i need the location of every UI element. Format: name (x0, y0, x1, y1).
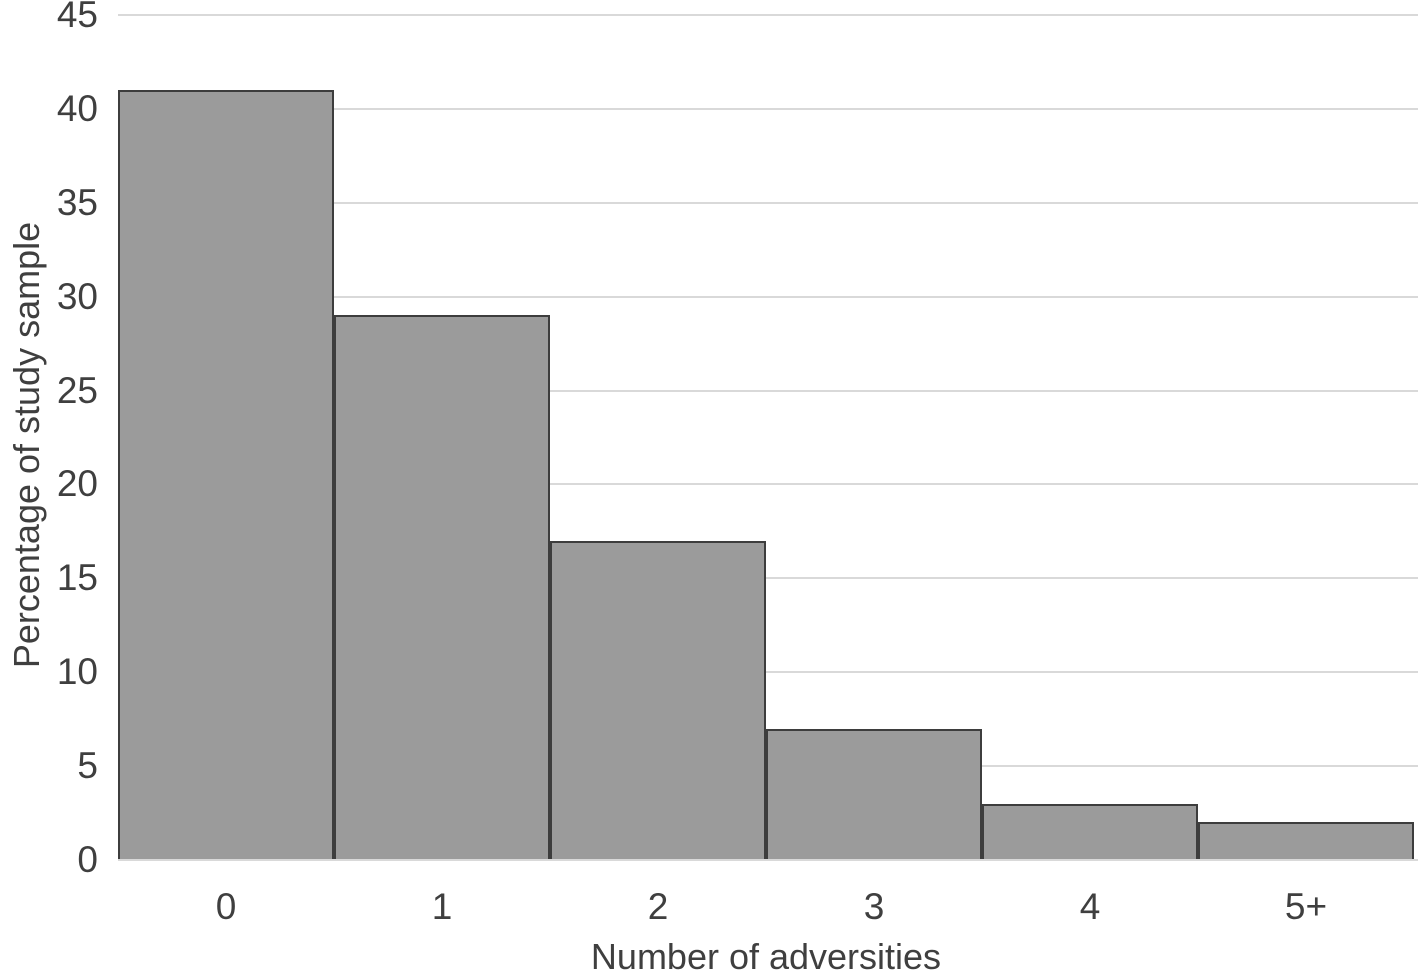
gridline-y-25 (118, 389, 1418, 392)
y-tick-label-25: 25 (56, 369, 98, 411)
y-tick-label-5: 5 (77, 745, 98, 787)
y-axis-title: Percentage of study sample (6, 221, 47, 669)
y-tick-label-20: 20 (56, 463, 98, 505)
y-tick-label-0: 0 (77, 839, 98, 880)
y-tick-label-45: 45 (56, 0, 98, 35)
bar-5+ (1198, 822, 1414, 860)
bar-3 (766, 728, 982, 860)
gridline-y-40 (118, 107, 1418, 110)
y-tick-label-40: 40 (56, 87, 98, 129)
x-axis-title: Number of adversities (590, 936, 942, 977)
x-tick-label-2: 2 (647, 886, 669, 927)
x-tick-label-3: 3 (863, 886, 885, 927)
gridline-y-20 (118, 483, 1418, 486)
bar-4 (982, 803, 1198, 860)
y-tick-label-30: 30 (56, 275, 98, 317)
gridline-y-35 (118, 201, 1418, 204)
gridline-y-30 (118, 295, 1418, 298)
y-tick-label-35: 35 (56, 181, 98, 223)
gridline-y-15 (118, 577, 1418, 580)
y-tick-label-10: 10 (56, 651, 98, 693)
x-tick-label-1: 1 (431, 886, 453, 927)
bar-0 (118, 90, 334, 860)
y-tick-label-15: 15 (56, 557, 98, 599)
x-tick-label-4: 4 (1079, 886, 1101, 927)
x-tick-label-0: 0 (215, 886, 237, 927)
x-axis-line (118, 859, 1418, 861)
gridline-y-10 (118, 671, 1418, 674)
x-tick-label-5+: 5+ (1284, 886, 1328, 927)
bar-2 (550, 540, 766, 860)
gridline-y-45 (118, 14, 1418, 16)
bar-1 (334, 315, 550, 860)
